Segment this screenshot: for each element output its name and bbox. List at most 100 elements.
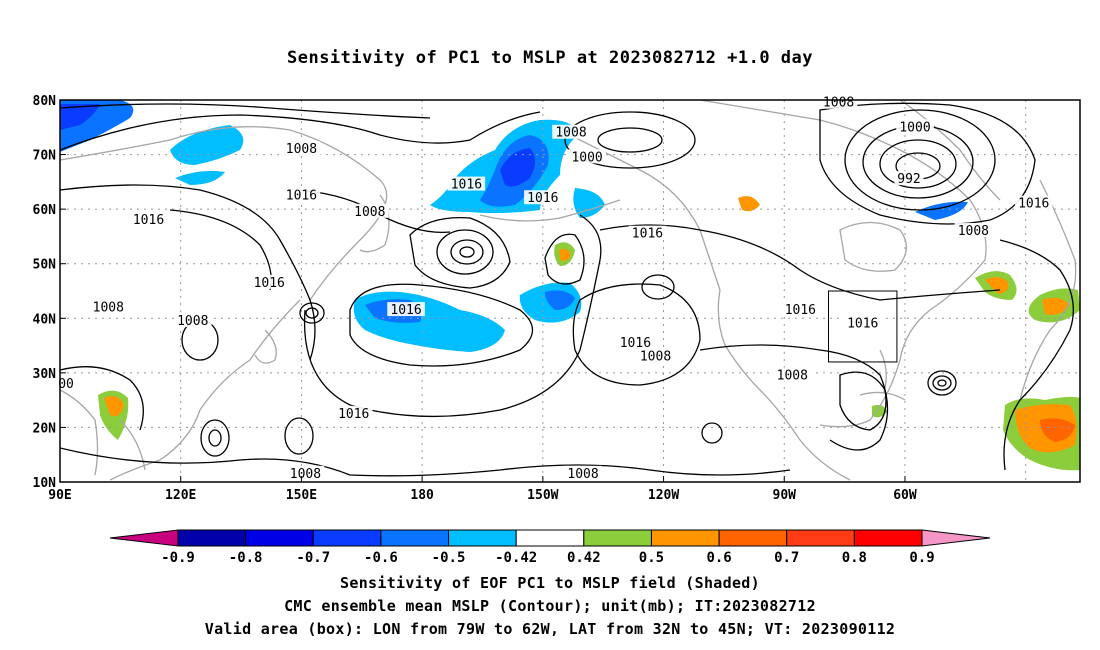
coast-europe [1019,179,1077,401]
lon-label: 60W [893,488,917,503]
contour-label: 1008 [823,96,854,111]
contour-label: 00 [58,377,74,392]
colorbar-label: -0.42 [495,550,537,566]
contour-label-bg [89,299,128,314]
lat-label: 20N [33,421,57,436]
contour-india-low [60,366,144,431]
contour-label-bg [552,124,590,139]
valid-area-box [828,290,898,363]
colorbar-swatch [583,529,652,547]
coast-se-asia [119,419,146,471]
contour-east-pacific-high [572,283,701,386]
contour-label: 1008 [958,224,989,239]
contour-label-bg [387,302,425,317]
coast-hudson [839,221,907,272]
contour-labels: 1008101610161008101610161008100010081000… [55,94,1053,482]
sensitivity-shading [60,100,1080,471]
contour-gulf-mexico-low [839,371,887,431]
contour-label-bg [628,225,667,240]
contour-1016-canada [599,224,1001,301]
shade-neg-labrador [915,201,968,220]
contour-label-bg [173,313,212,328]
lat-label: 40N [33,312,57,327]
contour-south-1008 [60,447,791,477]
contour-label: 1016 [620,336,651,351]
coast-canada-north [699,100,971,201]
contour-label-bg [524,190,562,205]
contour-sc-low-2 [208,429,222,447]
contour-label-bg [55,375,77,390]
contour-atl-low-1 [927,370,957,396]
contour-label-bg [819,94,858,109]
contour-label-bg [636,348,675,363]
colorbar-label: -0.6 [364,550,398,566]
lon-label: 180 [410,488,434,503]
colorbar-swatch [448,529,517,547]
contour-label: 1008 [640,349,671,364]
contour-label-bg [564,465,602,480]
contour-jp-low-1 [299,302,325,324]
contour-label: 1016 [847,317,878,332]
colorbar-swatch [380,529,450,547]
shade-neg-gulf [573,188,605,218]
contour-label-bg [896,119,934,134]
contour-1016-west [60,184,316,361]
longitude-labels: 90E 120E 150E 180 150W 120W 90W 60W [48,476,917,503]
contour-label-bg [954,222,993,237]
colorbar-swatch [786,529,855,547]
latitude-labels: 80N 70N 60N 50N 40N 30N 20N 10N [33,94,66,491]
contour-label-bg [843,315,882,330]
lon-label: 90W [773,488,797,503]
contour-low-aleutian-outer [409,216,511,289]
colorbar-swatch [177,529,247,547]
caption-shaded: Sensitivity of EOF PC1 to MSLP field (Sh… [340,574,760,592]
lon-label: 120E [165,488,196,503]
coast-na-west [717,289,851,481]
contour-arctic-1008 [60,111,541,151]
contour-label-bg [282,141,321,156]
contour-label: 1008 [177,314,208,329]
contour-label: 1016 [286,189,317,204]
contour-label: 1016 [254,276,285,291]
shade-pos-atlantic-core2 [1040,418,1075,442]
contour-ph-low [284,417,314,455]
contour-label-bg [129,212,168,227]
contour-low-aleutian-1 [436,229,494,275]
contour-label: 1008 [290,467,321,482]
contour-icelandic-1 [844,109,996,211]
contour-label: 1016 [133,213,164,228]
contour-label-bg [447,176,486,191]
contour-arctic-high [60,103,431,119]
colorbar-swatch [312,529,382,547]
contour-label-bg [773,367,812,382]
contour-label: 1008 [93,300,124,315]
contour-label: 1008 [777,369,808,384]
contour-label-bg [286,465,325,480]
contour-atl-low-3 [937,379,947,387]
contour-label: 992 [897,172,920,187]
contour-jp-low-2 [305,307,319,319]
contour-label-bg [781,302,820,317]
shade-pos-scandinavia-core [1042,297,1070,315]
coast-greenland [899,100,1001,201]
contour-label-bg [250,274,289,289]
contour-label-bg [1014,195,1053,210]
shade-pos-newfoundland-core [985,276,1009,294]
map-frame [59,99,1081,483]
lat-lon-grid [60,100,1080,482]
contour-gulf-low [544,233,585,285]
shade-neg-north-pacific [353,291,505,352]
caption-contour: CMC ensemble mean MSLP (Contour); unit(m… [284,597,816,615]
contour-label: 1016 [527,191,558,206]
contour-label: 1016 [632,227,663,242]
colorbar-label: -0.5 [432,550,466,566]
colorbar-triangle-high [921,529,991,547]
lat-label: 50N [33,258,57,273]
map-title: Sensitivity of PC1 to MSLP at 2023082712… [286,48,813,68]
colorbar-label: -0.7 [296,550,330,566]
contour-label-bg [616,334,655,349]
colorbar-label: 0.42 [567,550,601,566]
lon-label: 150E [286,488,317,503]
coast-aleutians [479,199,621,222]
